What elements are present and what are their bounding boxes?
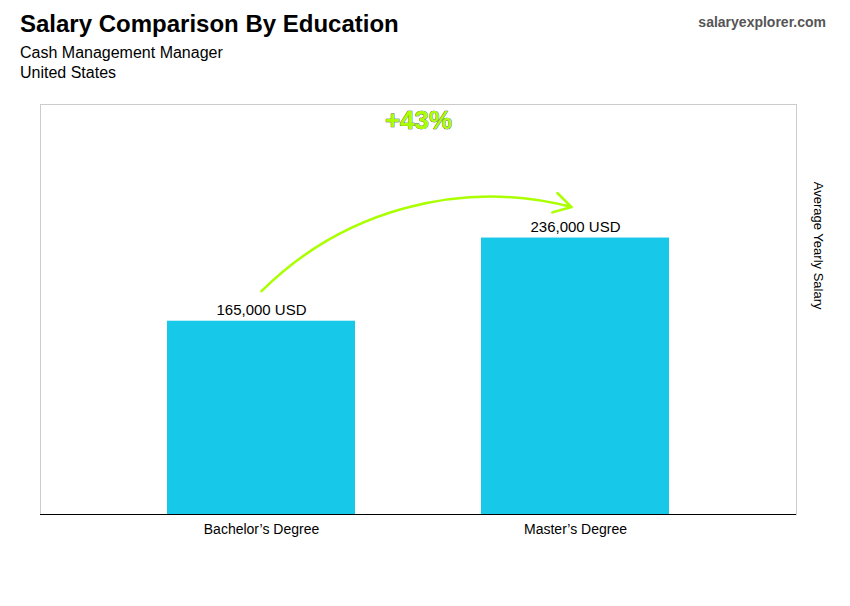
html-text:Cash Management Manager: Cash Management Manager xyxy=(20,44,223,61)
svg-text:236,000 USD: 236,000 USD xyxy=(530,218,620,235)
html-text:Salary Comparison By Education: Salary Comparison By Education xyxy=(20,10,399,37)
svg-text:Average Yearly Salary: Average Yearly Salary xyxy=(811,182,826,310)
html-text:salaryexplorer.com: salaryexplorer.com xyxy=(698,14,826,30)
svg-text:Master’s Degree: Master’s Degree xyxy=(524,521,627,537)
html-text:United States: United States xyxy=(20,64,117,81)
svg-text:Bachelor’s Degree: Bachelor’s Degree xyxy=(204,521,320,537)
svg-text:165,000 USD: 165,000 USD xyxy=(216,301,306,318)
svg-text:+43%: +43% xyxy=(385,105,452,135)
